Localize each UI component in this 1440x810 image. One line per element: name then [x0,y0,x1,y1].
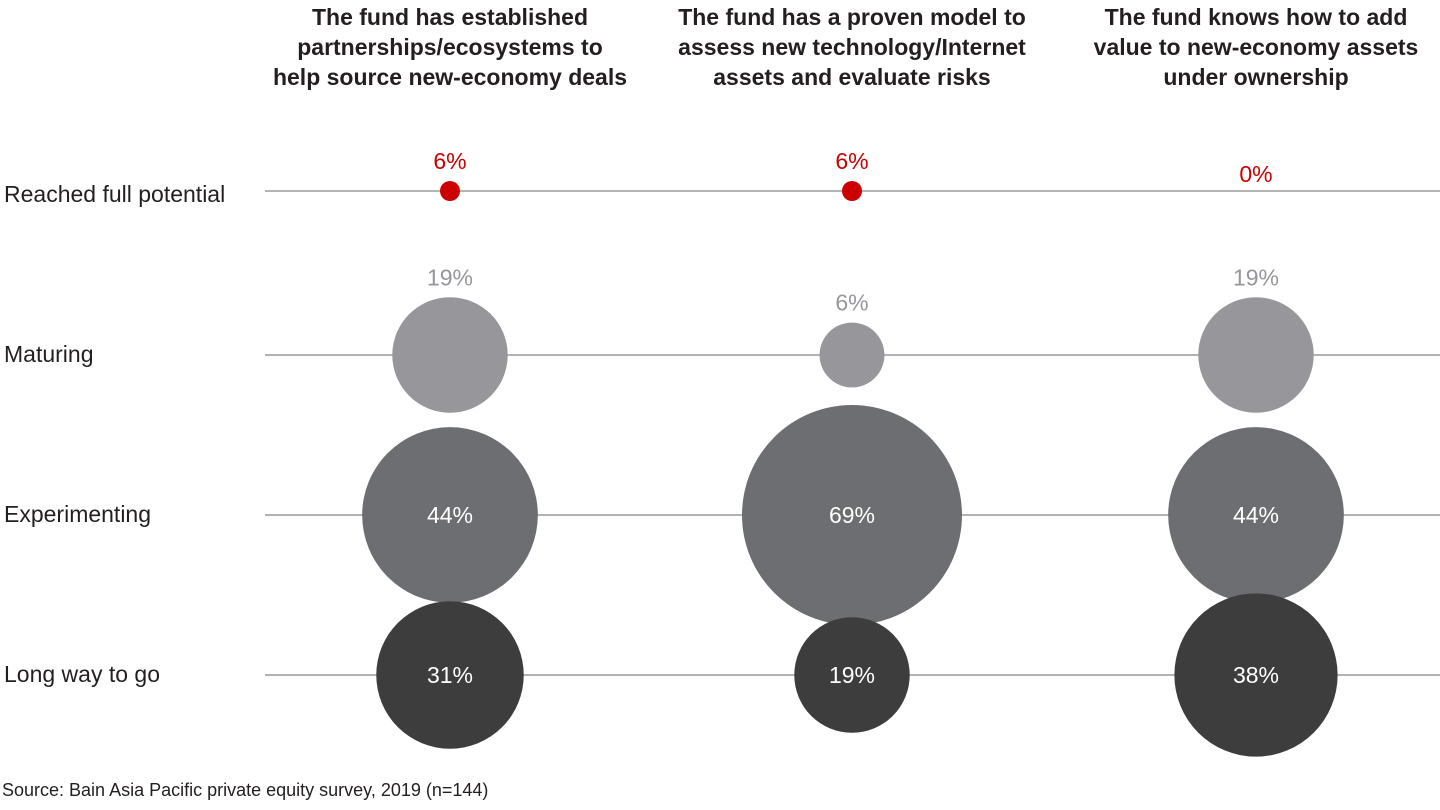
column-title-line: assets and evaluate risks [713,64,991,90]
bubble [819,322,885,388]
data-label: 0% [1239,161,1272,187]
bubble [392,297,508,413]
data-label: 6% [835,290,868,316]
bubble [794,617,910,733]
data-label: 31% [427,662,473,688]
column-title-2: The fund knows how to add value to new-e… [1046,2,1440,92]
row-label-experimenting: Experimenting [4,501,152,527]
row-label-long-way-to-go: Long way to go [4,661,161,687]
bubble [1168,427,1344,603]
row-label-maturing: Maturing [4,341,94,367]
column-title-line: partnerships/ecosystems to [297,34,603,60]
bubble [362,427,538,603]
data-label: 6% [835,148,868,174]
column-title-line: under ownership [1163,64,1349,90]
data-label: 6% [433,148,466,174]
column-title-0: The fund has established partnerships/ec… [240,2,660,92]
row-label-reached-full-potential: Reached full potential [4,181,226,207]
data-label: 19% [1233,264,1279,290]
data-label: 38% [1233,662,1279,688]
column-title-1: The fund has a proven model to assess ne… [642,2,1062,92]
data-label: 44% [427,502,473,528]
bubble [376,601,524,749]
bubble [742,405,962,625]
column-title-line: The fund has established [311,4,589,30]
column-title-line: The fund knows how to add [1104,4,1408,30]
column-title-line: assess new technology/Internet [678,34,1026,60]
column-title-line: value to new-economy assets [1093,34,1419,60]
data-label: 19% [829,662,875,688]
column-title-line: help source new-economy deals [272,64,628,90]
data-label: 44% [1233,502,1279,528]
column-title-line: The fund has a proven model to [678,4,1026,30]
data-label: 19% [427,264,473,290]
bubble [440,181,460,201]
bubble [842,181,862,201]
bubble [1174,593,1338,757]
bubble [1198,297,1314,413]
data-label: 69% [829,502,875,528]
source-note: Source: Bain Asia Pacific private equity… [2,780,489,800]
